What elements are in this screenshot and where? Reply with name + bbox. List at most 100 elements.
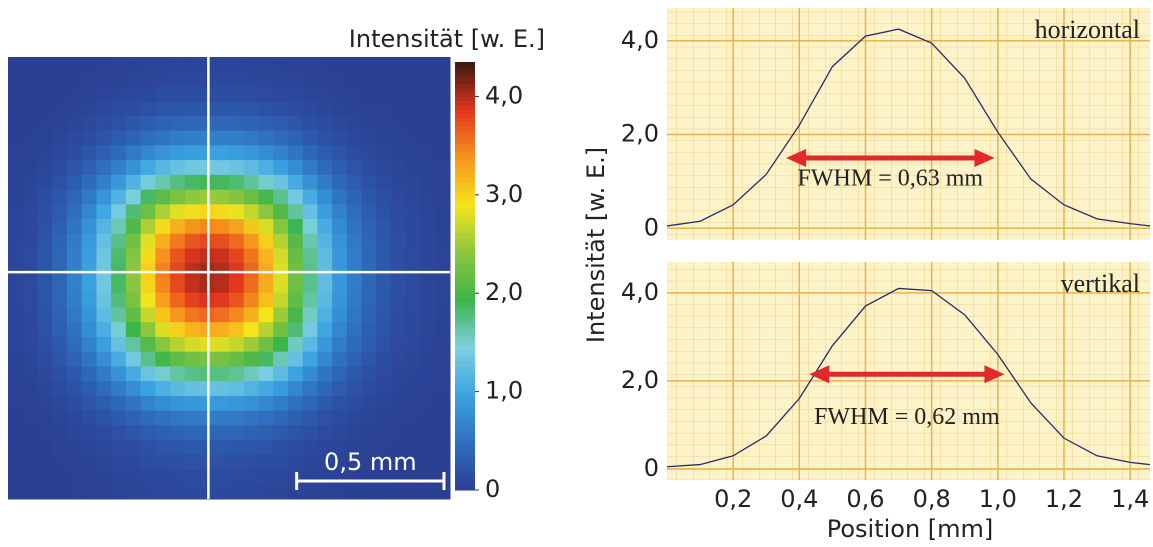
heatmap-cell: [67, 86, 82, 101]
heatmap-cell: [67, 411, 82, 426]
heatmap-cell: [406, 131, 421, 146]
heatmap-cell: [185, 470, 200, 485]
heatmap-cell: [406, 352, 421, 367]
heatmap-cell: [185, 411, 200, 426]
colorbar-segment: [455, 88, 475, 93]
heatmap-cell: [229, 101, 244, 116]
heatmap-cell: [376, 381, 391, 396]
heatmap-cell: [185, 86, 200, 101]
heatmap-cell: [170, 145, 185, 160]
heatmap-cell: [214, 86, 229, 101]
heatmap-cell: [391, 425, 406, 440]
heatmap-cell: [435, 278, 450, 293]
heatmap-cell: [155, 249, 170, 264]
heatmap-cell: [111, 219, 126, 234]
heatmap-cell: [82, 307, 97, 322]
heatmap-cell: [23, 249, 38, 264]
heatmap-cell: [406, 190, 421, 205]
heatmap-cell: [332, 204, 347, 219]
heatmap-cell: [170, 455, 185, 470]
heatmap-cell: [170, 249, 185, 264]
heatmap-cell: [111, 116, 126, 131]
colorbar-segment: [455, 413, 475, 418]
heatmap-cell: [288, 204, 303, 219]
heatmap-cell: [376, 234, 391, 249]
colorbar-segment: [455, 464, 475, 469]
heatmap-cell: [317, 190, 332, 205]
colorbar-segment: [455, 113, 475, 118]
heatmap-cell: [8, 234, 23, 249]
heatmap-cell: [362, 322, 377, 337]
colorbar-label: Intensität [w. E.]: [349, 25, 545, 53]
heatmap-cell: [288, 190, 303, 205]
heatmap-cell: [214, 366, 229, 381]
heatmap-cell: [406, 204, 421, 219]
heatmap-cell: [258, 470, 273, 485]
heatmap-cell: [347, 204, 362, 219]
annotation: FWHM = 0,63 mm: [798, 165, 984, 191]
heatmap-cell: [214, 160, 229, 175]
heatmap-cell: [273, 72, 288, 87]
heatmap-cell: [303, 175, 318, 190]
heatmap-cell: [391, 116, 406, 131]
heatmap-cell: [185, 204, 200, 219]
heatmap-cell: [406, 293, 421, 308]
heatmap-cell: [23, 411, 38, 426]
colorbar-segment: [455, 118, 475, 123]
heatmap-cell: [96, 204, 111, 219]
heatmap-cell: [170, 219, 185, 234]
heatmap-cell: [23, 293, 38, 308]
heatmap-cell: [214, 381, 229, 396]
colorbar-segment: [455, 469, 475, 474]
heatmap-cell: [185, 307, 200, 322]
colorbar-segment: [455, 473, 475, 478]
heatmap-cell: [244, 381, 259, 396]
colorbar-segment: [455, 105, 475, 110]
heatmap-cell: [155, 484, 170, 499]
colorbar-segment: [455, 156, 475, 161]
heatmap-cell: [347, 86, 362, 101]
heatmap-cell: [23, 145, 38, 160]
heatmap-cell: [111, 249, 126, 264]
heatmap-cell: [185, 293, 200, 308]
heatmap-cell: [8, 440, 23, 455]
heatmap-cell: [347, 396, 362, 411]
heatmap-cell: [82, 116, 97, 131]
heatmap-cell: [347, 249, 362, 264]
heatmap-cell: [67, 190, 82, 205]
heatmap-cell: [111, 470, 126, 485]
heatmap-cell: [82, 145, 97, 160]
heatmap-cell: [82, 175, 97, 190]
x-tick-label: 0,8: [913, 485, 951, 513]
heatmap-cell: [37, 101, 52, 116]
heatmap-cell: [67, 101, 82, 116]
heatmap-cell: [332, 86, 347, 101]
heatmap-cell: [332, 101, 347, 116]
heatmap-cell: [52, 116, 67, 131]
heatmap-cell: [229, 307, 244, 322]
heatmap-cell: [52, 101, 67, 116]
heatmap-cell: [111, 484, 126, 499]
heatmap-cell: [332, 322, 347, 337]
heatmap-cell: [376, 352, 391, 367]
colorbar-tick-label: 0: [485, 475, 500, 503]
heatmap-cell: [37, 396, 52, 411]
colorbar-segment: [455, 242, 475, 247]
heatmap-cell: [185, 440, 200, 455]
heatmap-cell: [288, 145, 303, 160]
heatmap-cell: [288, 57, 303, 72]
heatmap-cell: [214, 72, 229, 87]
heatmap-cell: [155, 219, 170, 234]
colorbar-segment: [455, 272, 475, 277]
heatmap-cell: [214, 455, 229, 470]
heatmap-cell: [421, 425, 436, 440]
heatmap-cell: [96, 307, 111, 322]
heatmap-cell: [96, 396, 111, 411]
colorbar-segment: [455, 263, 475, 268]
heatmap-cell: [347, 131, 362, 146]
heatmap-cell: [303, 249, 318, 264]
heatmap-cell: [37, 219, 52, 234]
heatmap-cell: [52, 72, 67, 87]
heatmap-cell: [170, 72, 185, 87]
heatmap-cell: [229, 190, 244, 205]
